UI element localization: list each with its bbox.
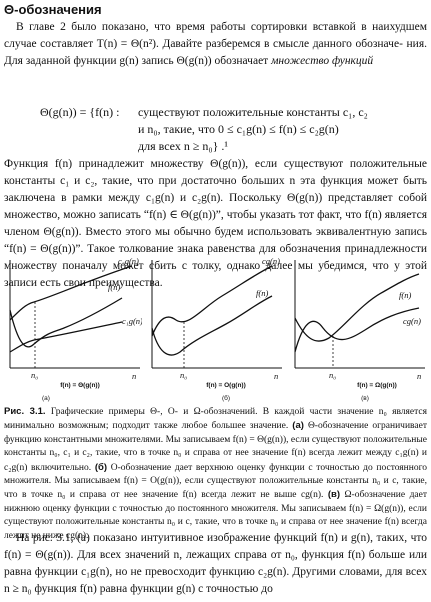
label-f: f(n) (399, 290, 411, 300)
caption-bold-c: (в) (327, 489, 341, 501)
figure-a-plot: c₂g(n) f(n) c₁g(n) n₀ n f(n) = Θ(g(n)) (… (9, 256, 142, 402)
closing-paragraph: На рис. 3.1, (а) показано интуитивное из… (4, 532, 427, 595)
curve-f (294, 273, 420, 342)
label-relation: f(n) = Θ(g(n)) (60, 382, 100, 389)
caption-text-c: O-обозначение дает верхнюю оценку функци… (4, 462, 428, 501)
formula-lhs: Θ(g(n)) = {f(n) : (40, 105, 120, 119)
intro-line-2: случае составляет T(n) = Θ(n²). Давайте … (4, 38, 403, 50)
figure-a: c₂g(n) f(n) c₁g(n) n₀ n f(n) = Θ(g(n)) (… (4, 256, 142, 404)
section-heading: Θ-обозначения (4, 2, 102, 17)
formula-line-1: существуют положительные константы c₁, c… (138, 105, 368, 119)
caption-label: Рис. 3.1. (4, 406, 46, 417)
curve-c2g (9, 265, 133, 321)
intro-emphasis: множество функций (271, 55, 374, 67)
definition-paragraph: Функция f(n) принадлежит множеству Θ(g(n… (4, 158, 427, 289)
caption-bold-a: (а) (292, 420, 304, 432)
label-n0: n₀ (180, 370, 187, 380)
formula-line-2: и n₀, такие, что 0 ≤ c₁g(n) ≤ f(n) ≤ c₂g… (138, 122, 339, 136)
label-relation: f(n) = Ω(g(n)) (357, 382, 397, 389)
caption-text-a: Графические примеры Θ-, O- и Ω-обозначен… (4, 407, 427, 432)
figure-c: f(n) cg(n) n₀ n f(n) = Ω(g(n)) (в) (289, 256, 427, 404)
label-n0: n₀ (31, 370, 38, 380)
intro-line-3: ния. Для заданной функции g(n) запись Θ(… (4, 38, 427, 67)
figure-caption: Рис. 3.1. Графические примеры Θ-, O- и Ω… (4, 405, 427, 543)
label-panel: (а) (42, 395, 50, 402)
curve-c1g (9, 321, 123, 353)
caption-text-b: Θ-обозначение ограничи­вает функцию конс… (4, 421, 427, 473)
curve-cg (151, 265, 273, 337)
label-cg: cg(n) (262, 256, 280, 266)
label-f: f(n) (256, 288, 268, 298)
label-n: n (274, 371, 278, 381)
label-panel: (б) (222, 394, 230, 402)
label-relation: f(n) = O(g(n)) (206, 382, 246, 389)
intro-line-1: В главе 2 было показано, что время работ… (16, 21, 427, 33)
curve-f (151, 295, 273, 356)
label-f: f(n) (108, 282, 120, 292)
label-n0: n₀ (329, 370, 336, 380)
caption-bold-b: (б) (94, 461, 108, 473)
figure-b: cg(n) f(n) n₀ n f(n) = O(g(n)) (б) (146, 256, 284, 404)
caption-text-d: Ω-обозначение дает нижнюю оценку функции… (4, 490, 427, 541)
label-n: n (132, 371, 136, 381)
figure-c-plot: f(n) cg(n) n₀ n f(n) = Ω(g(n)) (в) (294, 260, 425, 402)
label-c1g: c₁g(n) (122, 316, 142, 326)
label-cg: cg(n) (403, 316, 421, 326)
curve-cg (294, 307, 420, 353)
label-panel: (в) (361, 395, 369, 402)
label-c2g: c₂g(n) (118, 256, 139, 266)
formula-line-3: для всех n ≥ n₀} .¹ (138, 139, 228, 153)
label-n: n (417, 371, 421, 381)
curve-f (9, 297, 123, 348)
intro-paragraph: В главе 2 было показано, что время работ… (4, 19, 427, 70)
figure-b-plot: cg(n) f(n) n₀ n f(n) = O(g(n)) (б) (151, 256, 282, 402)
